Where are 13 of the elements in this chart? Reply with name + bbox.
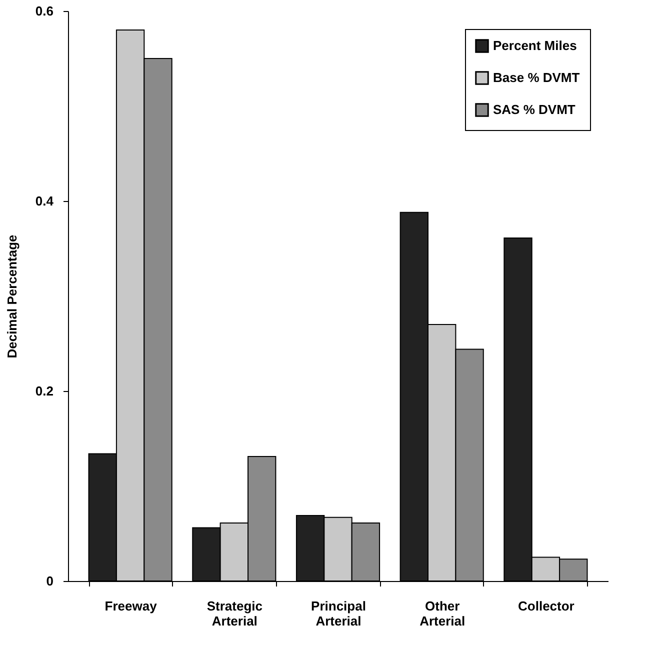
y-tick-label: 0.4: [35, 194, 54, 208]
legend-label: SAS % DVMT: [493, 102, 576, 117]
y-tick-label: 0.2: [35, 384, 54, 398]
x-tick-label: Freeway: [104, 598, 158, 614]
x-tick-label: Strategic Arterial: [206, 598, 262, 628]
x-tick-label: Collector: [518, 598, 574, 614]
x-tick-label: Principal Arterial: [311, 598, 366, 628]
y-tick-label: 0: [46, 574, 54, 588]
y-axis-title: Decimal Percentage: [4, 234, 20, 358]
legend-label: Percent Miles: [493, 38, 577, 53]
y-tick-label: 0.6: [35, 4, 54, 18]
legend-label: Base % DVMT: [493, 70, 580, 85]
x-tick-label: Other Arterial: [420, 598, 466, 628]
